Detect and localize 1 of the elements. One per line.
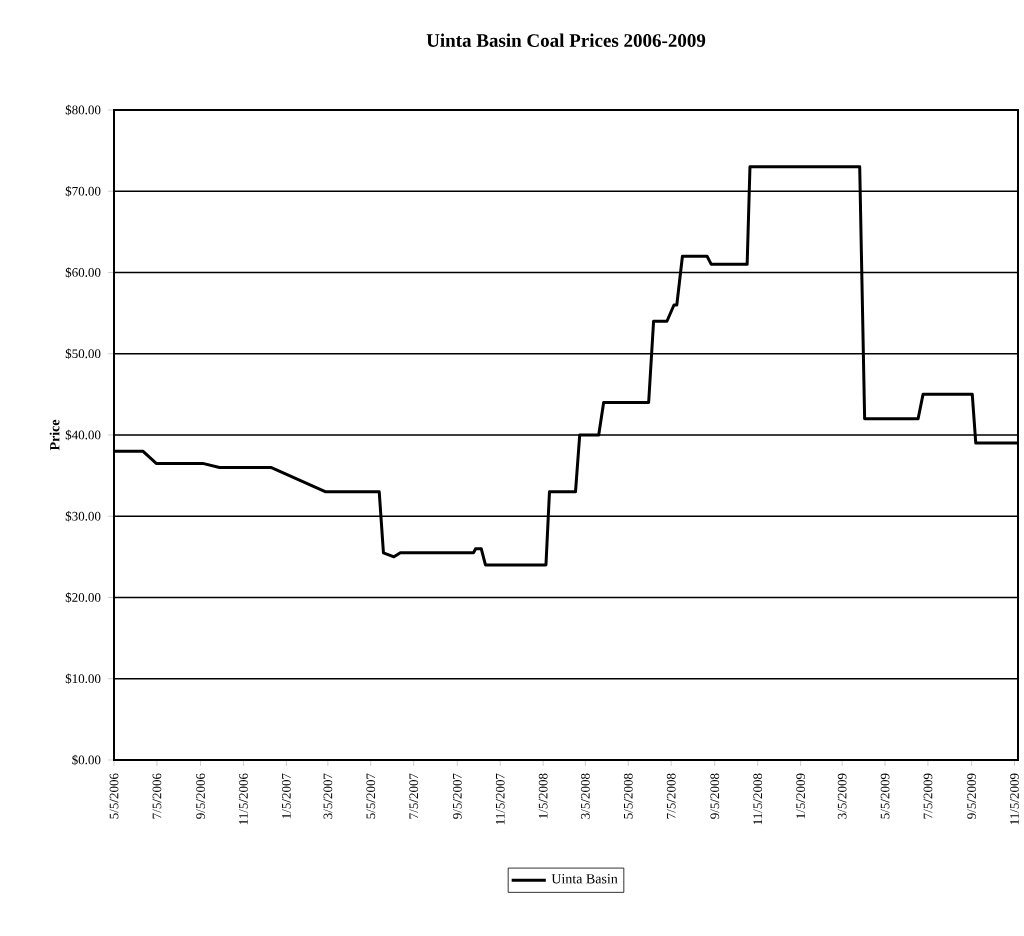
chart-title: Uinta Basin Coal Prices 2006-2009 — [426, 33, 706, 47]
